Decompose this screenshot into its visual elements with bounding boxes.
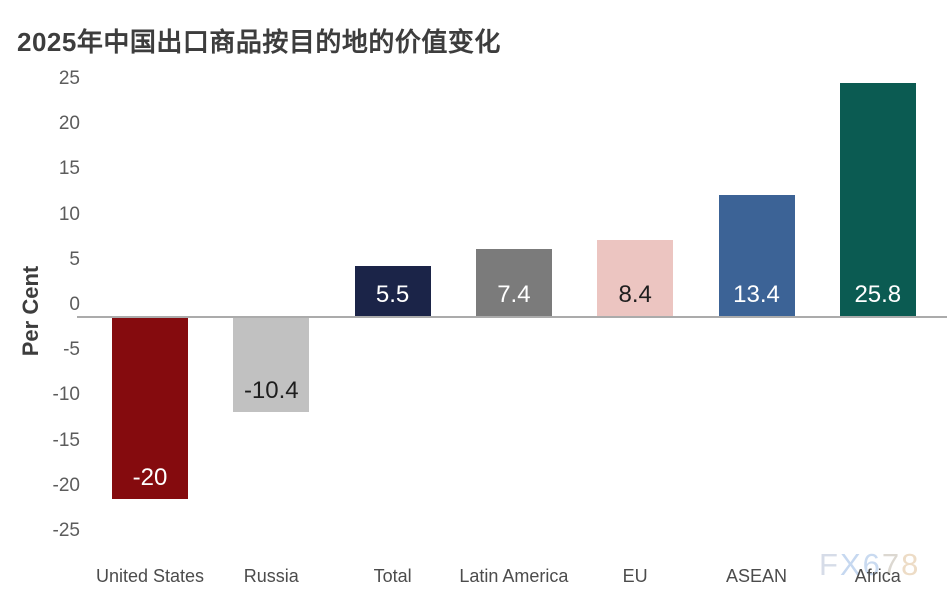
watermark-char: 6 [862, 547, 882, 582]
y-tick-label: 10 [58, 203, 80, 225]
bar-value-label: -10.4 [243, 377, 299, 405]
x-axis-label: Africa [854, 566, 901, 586]
x-axis-label: Russia [243, 566, 299, 586]
watermark-char: F [819, 547, 840, 582]
bar: -20 [112, 318, 188, 499]
x-axis-label: United States [95, 566, 205, 586]
bar: 7.4 [475, 249, 552, 316]
chart-title: 2025年中国出口商品按目的地的价值变化 [17, 27, 501, 57]
x-axis-label: Total [373, 566, 412, 586]
bar: 5.5 [354, 266, 431, 316]
bar-value-label: 25.8 [854, 280, 902, 308]
y-tick-label: -10 [52, 384, 80, 406]
y-tick-label: 20 [58, 113, 80, 135]
bar: 13.4 [718, 194, 795, 316]
y-tick-label: 5 [69, 248, 80, 270]
x-axis-label: Latin America [459, 566, 569, 586]
y-tick-label: 15 [58, 158, 80, 180]
bar-value-label: -20 [132, 463, 168, 491]
watermark-char: X [839, 547, 863, 582]
bar-value-label: 7.4 [497, 280, 531, 308]
y-tick-label: -20 [52, 474, 80, 496]
bar: 25.8 [839, 82, 916, 316]
bar: -10.4 [233, 318, 310, 413]
x-axis-label: EU [622, 566, 648, 586]
watermark-char: 8 [901, 547, 921, 582]
bar-value-label: 13.4 [733, 280, 780, 308]
y-tick-label: -5 [63, 339, 80, 361]
y-tick-label: 25 [58, 68, 80, 89]
bar: 8.4 [597, 240, 674, 316]
zero-baseline [77, 316, 947, 318]
y-tick-label: 0 [69, 294, 80, 315]
bar-value-label: 5.5 [375, 280, 410, 308]
bar-value-label: 8.4 [618, 280, 652, 308]
x-axis-label: ASEAN [725, 566, 788, 586]
y-tick-label: -15 [52, 429, 80, 451]
watermark-char: 7 [881, 547, 902, 582]
y-tick-label: -25 [52, 520, 80, 541]
watermark-fx678: FX678 [819, 547, 920, 583]
